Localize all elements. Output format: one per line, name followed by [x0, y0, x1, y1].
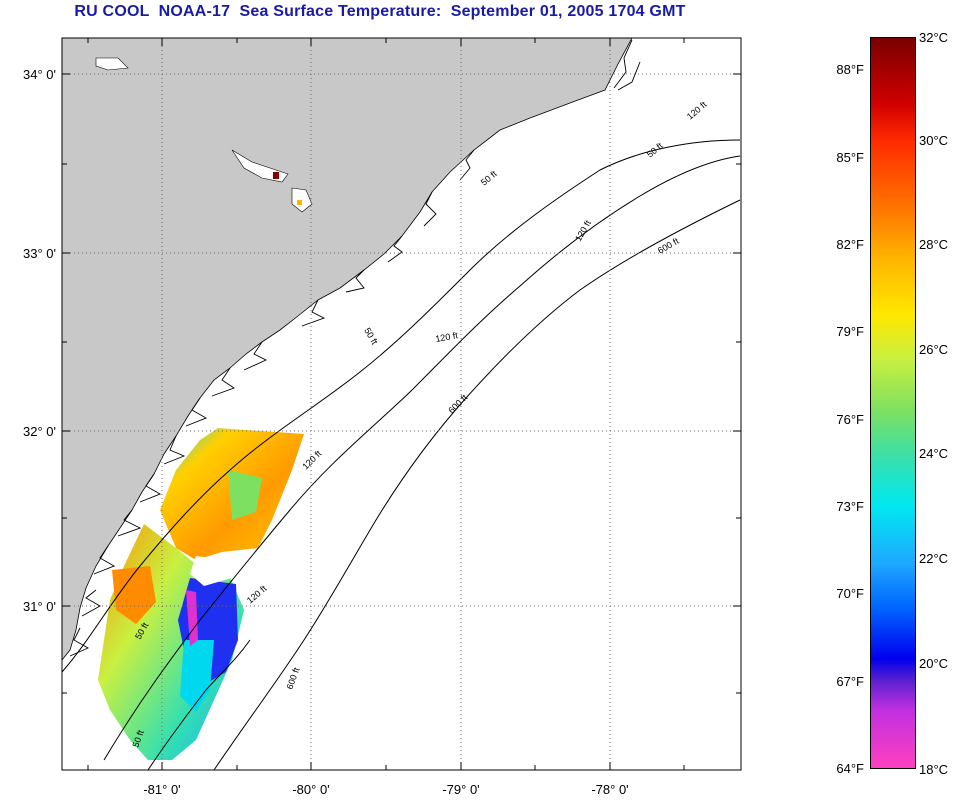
coastline-detail	[69, 39, 641, 657]
isobath-120ft	[103, 155, 741, 761]
lat-label-34: 34° 0'	[23, 67, 56, 82]
colorbar-f-label: 64°F	[836, 761, 864, 776]
lake-sst-pixel	[273, 172, 279, 179]
colorbar-c-label: 24°C	[919, 446, 949, 461]
colorbar-c-label: 32°C	[919, 30, 949, 45]
colorbar-c-label: 30°C	[919, 133, 949, 148]
colorbar-f-label: 73°F	[836, 499, 864, 514]
lon-label-81: -81° 0'	[143, 782, 180, 797]
colorbar-f-label: 88°F	[836, 62, 864, 77]
land-area	[62, 38, 633, 661]
lat-label-32: 32° 0'	[23, 424, 56, 439]
colorbar-f-label: 67°F	[836, 674, 864, 689]
isobath-600ft	[213, 199, 741, 771]
isobath-50ft	[61, 139, 741, 673]
isobath-contours	[61, 139, 741, 771]
lon-label-79: -79° 0'	[442, 782, 479, 797]
colorbar-f-label: 70°F	[836, 586, 864, 601]
temperature-colorbar	[870, 37, 916, 769]
lat-label-33: 33° 0'	[23, 246, 56, 261]
isobath-label: 120 ft	[435, 330, 459, 344]
lake-3	[95, 57, 129, 71]
sst-swath	[98, 428, 304, 760]
map-title: RU COOL NOAA-17 Sea Surface Temperature:…	[74, 3, 686, 20]
colorbar-c-label: 18°C	[919, 762, 949, 777]
lat-label-31: 31° 0'	[23, 599, 56, 614]
lon-label-80: -80° 0'	[292, 782, 329, 797]
lake-sst-pixel	[297, 200, 302, 205]
colorbar-f-label: 82°F	[836, 237, 864, 252]
colorbar-c-label: 26°C	[919, 342, 949, 357]
colorbar-f-label: 76°F	[836, 412, 864, 427]
colorbar-c-label: 28°C	[919, 237, 949, 252]
isobath-nearshore	[147, 639, 251, 771]
colorbar-f-label: 85°F	[836, 150, 864, 165]
colorbar-c-label: 22°C	[919, 551, 949, 566]
map-frame	[61, 37, 742, 771]
lon-label-78: -78° 0'	[591, 782, 628, 797]
colorbar-c-label: 20°C	[919, 656, 949, 671]
colorbar-f-label: 79°F	[836, 324, 864, 339]
axis-ticks	[62, 38, 741, 770]
